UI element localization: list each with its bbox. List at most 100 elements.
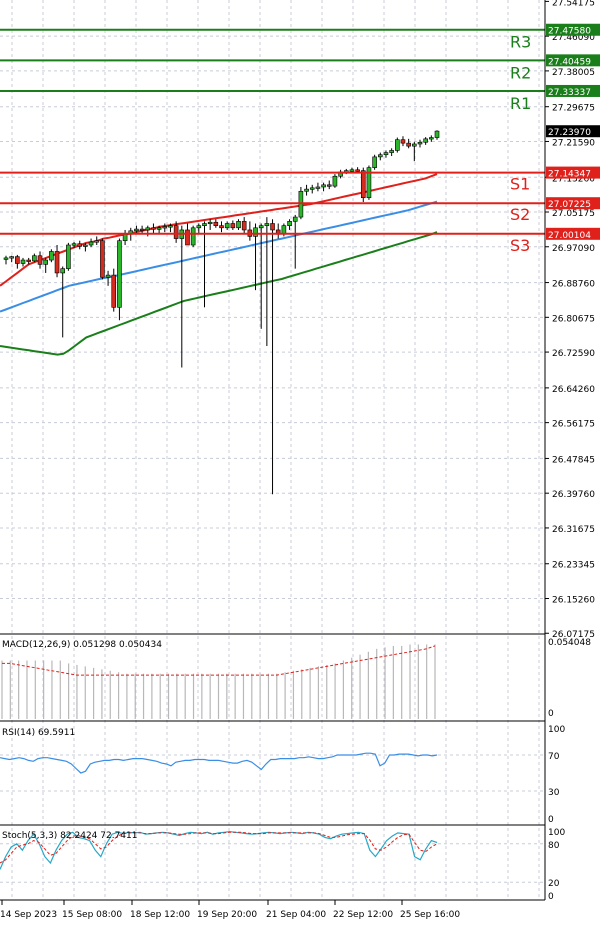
candle[interactable] xyxy=(168,223,173,233)
candle[interactable] xyxy=(111,268,117,312)
candle[interactable] xyxy=(9,255,14,263)
candle[interactable] xyxy=(389,148,394,157)
candle-body-up xyxy=(253,227,258,237)
candle-body-up xyxy=(156,227,162,230)
candle[interactable] xyxy=(77,240,83,250)
candle[interactable] xyxy=(412,141,417,162)
candle[interactable] xyxy=(321,182,326,192)
rsi-panel[interactable]: RSI(14) 69.5911 xyxy=(0,728,438,774)
stoch-axis-label: 80 xyxy=(548,841,560,851)
price-axis-tick-label: 27.13260 xyxy=(552,174,595,184)
pivot-price-tag xyxy=(546,197,600,210)
candle[interactable] xyxy=(202,221,207,308)
candle-body-down xyxy=(360,170,366,199)
price-axis-tick-label: 27.21590 xyxy=(552,138,595,148)
candle[interactable] xyxy=(20,257,26,267)
pivot-price-tag xyxy=(546,227,600,240)
candle[interactable] xyxy=(429,135,434,142)
candle[interactable] xyxy=(151,223,156,235)
candle[interactable] xyxy=(287,219,292,230)
candle[interactable] xyxy=(383,150,389,158)
candle[interactable] xyxy=(26,257,31,265)
candle[interactable] xyxy=(49,249,54,263)
candle[interactable] xyxy=(71,241,77,249)
candle-body-up xyxy=(315,186,321,189)
candle[interactable] xyxy=(423,137,428,145)
candle[interactable] xyxy=(326,180,332,190)
stochastic-panel[interactable]: Stoch(5,3,3) 82.2424 72.7411 xyxy=(0,830,438,870)
macd-axis-label: 0 xyxy=(548,709,554,719)
candle[interactable] xyxy=(173,221,179,243)
candle[interactable] xyxy=(395,137,400,153)
candle[interactable] xyxy=(270,219,275,495)
candle-body-up xyxy=(304,188,309,192)
candle-body-down xyxy=(230,223,236,229)
candle[interactable] xyxy=(207,219,213,230)
candle[interactable] xyxy=(400,136,406,147)
candle[interactable] xyxy=(372,154,377,170)
candle[interactable] xyxy=(355,167,360,173)
candle[interactable] xyxy=(94,236,100,246)
candle[interactable] xyxy=(43,257,48,273)
candle[interactable] xyxy=(258,223,264,329)
candle[interactable] xyxy=(32,253,37,263)
candle-body-down xyxy=(326,184,332,187)
price-panel[interactable]: R3 R2 R1 S1 S2 S3 xyxy=(0,28,545,495)
candle[interactable] xyxy=(417,139,423,148)
candle-body-up xyxy=(377,154,383,158)
candle-body-up xyxy=(122,233,128,242)
candle[interactable] xyxy=(377,152,383,161)
candle[interactable] xyxy=(264,217,270,347)
candle[interactable] xyxy=(66,242,71,271)
candle[interactable] xyxy=(88,238,94,248)
candle[interactable] xyxy=(224,221,230,230)
candle[interactable] xyxy=(190,225,196,248)
candle[interactable] xyxy=(292,214,298,269)
candle[interactable] xyxy=(236,219,241,230)
pivot-price-tag-label: 27.47580 xyxy=(548,27,591,37)
candle-body-up xyxy=(134,228,139,232)
candle[interactable] xyxy=(366,165,372,200)
candle-body-up xyxy=(423,138,428,143)
candle[interactable] xyxy=(3,255,9,265)
candle-body-up xyxy=(117,240,122,308)
candle[interactable] xyxy=(162,223,168,233)
candle[interactable] xyxy=(241,217,247,235)
x-axis-tick-label: 21 Sep 04:00 xyxy=(266,910,326,920)
pivot-price-tag xyxy=(546,84,600,97)
candle[interactable] xyxy=(406,138,411,149)
candle[interactable] xyxy=(315,182,321,192)
candle[interactable] xyxy=(309,184,315,194)
candle[interactable] xyxy=(15,254,20,269)
candle-body-down xyxy=(100,240,105,278)
candle[interactable] xyxy=(37,251,43,269)
candle[interactable] xyxy=(100,238,105,280)
candle-body-up xyxy=(264,223,270,226)
candle-body-down xyxy=(185,229,190,246)
candle-body-up xyxy=(43,259,48,265)
pivot-price-tag-label: 27.14347 xyxy=(548,170,591,180)
candle[interactable] xyxy=(230,220,236,230)
candle[interactable] xyxy=(332,174,338,188)
candle[interactable] xyxy=(304,184,309,196)
candle[interactable] xyxy=(83,242,88,252)
candle[interactable] xyxy=(54,245,60,278)
candle[interactable] xyxy=(219,221,224,233)
pivot-label-s2: S2 xyxy=(510,205,530,224)
price-axis-tick-label: 26.31675 xyxy=(552,525,595,535)
candle-body-up xyxy=(429,137,434,140)
macd-panel[interactable]: MACD(12,26,9) 0.051298 0.050434 xyxy=(1,640,436,719)
ma-green-line xyxy=(0,231,438,356)
candle[interactable] xyxy=(213,219,219,228)
rsi-axis-label: 70 xyxy=(548,752,560,762)
x-axis-tick-label: 19 Sep 20:00 xyxy=(197,910,257,920)
candle[interactable] xyxy=(434,130,440,140)
candle[interactable] xyxy=(105,270,111,286)
candle[interactable] xyxy=(60,266,66,338)
candle[interactable] xyxy=(196,223,202,235)
pivot-label-r2: R2 xyxy=(510,63,531,82)
candle[interactable] xyxy=(117,238,122,321)
candle-body-down xyxy=(355,169,360,172)
price-axis-tick-label: 26.97090 xyxy=(552,244,595,254)
